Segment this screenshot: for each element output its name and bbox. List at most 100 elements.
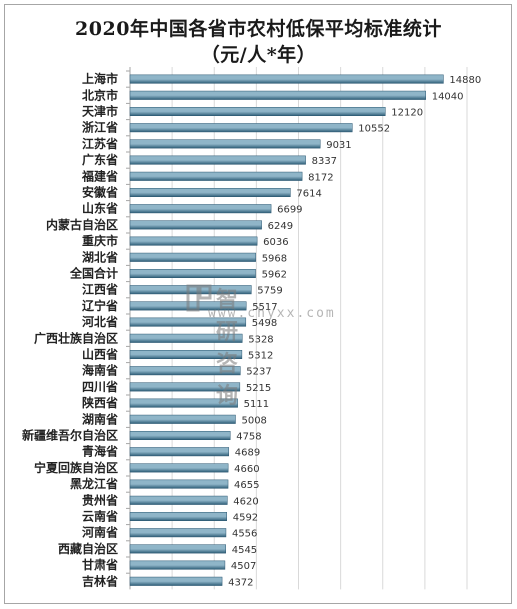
data-label: 9031 [326,140,351,151]
bar [129,269,256,278]
data-label: 14880 [449,75,481,86]
data-label: 5312 [248,351,273,362]
data-label: 6699 [277,205,302,216]
category-label: 广西壮族自治区 [34,330,118,345]
data-label: 5215 [246,383,271,394]
bar [129,236,258,246]
data-label: 6036 [263,237,288,248]
chart-subtitle-unit: （元/人*年） [200,44,317,66]
data-label: 10552 [358,124,390,135]
bar [129,447,230,457]
category-label: 青海省 [82,444,118,459]
chart-title: 2020年中国各省市农村低保平均标准统计 [75,18,442,40]
bar [129,495,228,505]
bar [129,171,303,181]
category-label: 上海市 [82,71,118,86]
category-label: 山东省 [82,201,118,216]
category-label: 云南省 [82,509,118,524]
bar [129,107,386,116]
bar [129,285,252,295]
bar [129,576,223,586]
category-label: 江苏省 [82,136,118,151]
bar [129,74,444,84]
category-label: 河南省 [81,525,118,540]
bar [129,139,321,149]
data-label: 8172 [308,172,333,183]
category-label: 江西省 [82,282,118,297]
bar [129,188,291,197]
data-label: 4507 [231,561,256,572]
category-label: 陕西省 [82,395,118,410]
bar [129,528,227,538]
category-label: 天津市 [82,104,118,119]
data-label: 6249 [268,221,293,232]
category-label: 贵州省 [82,492,118,507]
category-label: 湖南省 [82,411,118,426]
category-label: 山西省 [82,347,118,362]
category-label: 全国合计 [69,266,118,281]
bar [129,512,227,521]
data-label: 7614 [296,189,321,200]
data-label: 4592 [233,513,258,524]
category-label: 海南省 [82,363,118,378]
data-label: 5498 [252,318,277,329]
data-label: 5008 [241,415,266,426]
data-label: 5968 [262,253,287,264]
bar [129,414,236,424]
category-label: 辽宁省 [82,298,118,313]
data-label: 12120 [391,108,423,119]
category-label: 内蒙古自治区 [46,217,118,232]
category-label: 甘肃省 [82,557,118,572]
bar [129,204,272,214]
category-label: 黑龙江省 [70,476,118,491]
bar [129,333,243,343]
category-label: 西藏自治区 [58,541,118,556]
data-label: 4689 [235,448,260,459]
bar [129,560,226,570]
chart-frame [4,4,512,604]
data-label: 4545 [232,545,257,556]
category-label: 宁夏回族自治区 [34,460,118,475]
data-label: 4660 [234,464,259,475]
bar [129,398,238,408]
bar [129,431,231,440]
data-label: 5759 [257,286,282,297]
category-label: 浙江省 [82,120,118,135]
data-label: 5237 [246,367,271,378]
bar [129,123,353,133]
bar [129,544,226,554]
bar [129,220,262,230]
data-label: 5962 [262,270,287,281]
bar [129,366,241,376]
category-label: 福建省 [81,168,118,183]
category-label: 北京市 [82,87,118,102]
bar [129,301,247,311]
bar [129,382,241,392]
category-label: 湖北省 [82,249,118,264]
data-label: 4758 [236,432,261,443]
bar [129,317,247,327]
category-label: 吉林省 [82,573,118,588]
bar [129,479,229,489]
category-label: 广东省 [82,152,118,167]
bar [129,252,256,262]
category-label: 河北省 [81,314,118,329]
data-label: 5328 [248,334,273,345]
category-label: 新疆维吾尔自治区 [22,428,118,443]
data-label: 5111 [244,399,269,410]
category-label: 安徽省 [82,185,118,200]
data-label: 14040 [432,91,464,102]
bar [129,350,243,359]
category-label: 重庆市 [82,233,118,248]
bar [129,155,306,165]
data-label: 4655 [234,480,259,491]
category-label: 四川省 [82,379,118,394]
data-label: 8337 [312,156,337,167]
data-label: 4556 [232,529,257,540]
bar [129,90,426,100]
data-label: 4372 [228,577,253,588]
data-label: 4620 [233,496,258,507]
bar [129,463,229,473]
data-label: 5517 [252,302,277,313]
